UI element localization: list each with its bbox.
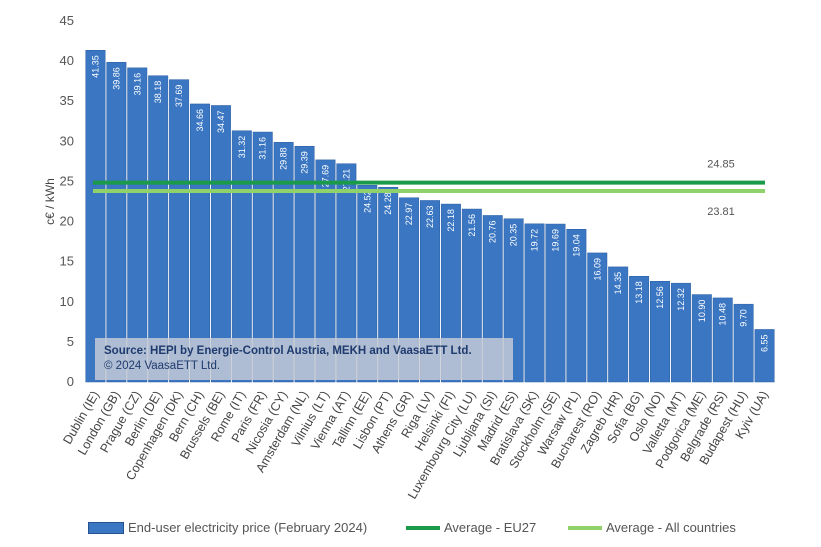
legend-item-price: End-user electricity price (February 202… xyxy=(88,520,367,535)
y-tick-label: 30 xyxy=(60,133,74,148)
bar xyxy=(378,186,399,383)
bar xyxy=(210,105,231,383)
legend-label-price: End-user electricity price (February 202… xyxy=(128,520,368,535)
x-axis: Dublin (IE)London (GB)Prague (CZ)Berlin … xyxy=(60,388,771,501)
bar xyxy=(106,61,127,383)
bar-value-label: 38.18 xyxy=(153,81,163,104)
bar-value-label: 27.69 xyxy=(320,165,330,188)
bar-value-label: 34.66 xyxy=(195,109,205,132)
bar xyxy=(85,50,106,383)
bar-value-label: 20.76 xyxy=(488,220,498,243)
bar-value-label: 24.28 xyxy=(383,192,393,215)
bar xyxy=(566,229,587,383)
bar xyxy=(712,297,733,383)
bar-value-label: 39.16 xyxy=(132,73,142,96)
y-axis-label: c€ / kWh xyxy=(43,178,57,225)
bar-value-label: 12.56 xyxy=(655,286,665,309)
y-tick-label: 10 xyxy=(60,294,74,309)
bar xyxy=(608,266,629,383)
legend-item-eu27: Average - EU27 xyxy=(406,520,536,535)
average-all-label: 23.81 xyxy=(707,206,735,218)
y-tick-label: 15 xyxy=(60,254,74,269)
bar xyxy=(252,131,273,383)
bar-value-label: 13.18 xyxy=(634,281,644,304)
bar xyxy=(294,145,315,383)
bar-value-label: 6.55 xyxy=(760,334,770,352)
bar-value-label: 19.72 xyxy=(530,229,540,252)
y-tick-label: 0 xyxy=(67,374,74,389)
y-tick-label: 5 xyxy=(67,334,74,349)
bar xyxy=(231,130,252,383)
bar-value-label: 10.90 xyxy=(697,300,707,323)
bar-value-label: 22.97 xyxy=(404,203,414,226)
bar-value-label: 22.18 xyxy=(446,209,456,232)
y-tick-label: 25 xyxy=(60,173,74,188)
bar xyxy=(273,142,294,383)
legend-item-all: Average - All countries xyxy=(568,520,736,535)
bar-value-label: 19.69 xyxy=(550,229,560,252)
bar-value-label: 12.32 xyxy=(676,288,686,311)
bars: 41.35 39.86 39.16 38.18 37.69 34.66 34.47 31.32… xyxy=(85,50,775,383)
bar xyxy=(545,223,566,383)
bar-value-label: 29.88 xyxy=(279,147,289,170)
bar-value-label: 22.63 xyxy=(425,205,435,228)
y-tick-label: 45 xyxy=(60,13,74,28)
bar xyxy=(169,79,190,383)
bar xyxy=(357,185,378,383)
bar-value-label: 20.35 xyxy=(509,224,519,247)
y-tick-label: 35 xyxy=(60,93,74,108)
bar xyxy=(754,329,775,383)
bar xyxy=(399,197,420,383)
bar-value-label: 9.70 xyxy=(739,309,749,327)
bar-value-label: 19.04 xyxy=(571,234,581,257)
legend-swatch-price xyxy=(88,521,124,534)
average-lines: 24.85 23.81 xyxy=(93,159,765,218)
bar xyxy=(190,103,210,383)
bar-value-label: 14.35 xyxy=(613,272,623,295)
bar xyxy=(733,303,754,383)
bar xyxy=(127,67,148,383)
legend-swatch-all xyxy=(568,525,602,530)
bar-value-label: 10.48 xyxy=(718,303,728,326)
bar-value-label: 16.09 xyxy=(592,258,602,281)
source-box: Source: HEPI by Energie-Control Austria,… xyxy=(95,338,513,380)
y-tick-label: 40 xyxy=(60,53,74,68)
bar-value-label: 29.39 xyxy=(300,151,310,174)
bar xyxy=(315,159,336,383)
bar xyxy=(148,75,169,383)
bar xyxy=(587,252,608,383)
bar xyxy=(691,294,712,383)
bar xyxy=(336,163,357,383)
bar-value-label: 27.21 xyxy=(341,169,351,192)
source-text: Source: HEPI by Energie-Control Austria,… xyxy=(104,345,472,357)
bar-value-label: 39.86 xyxy=(111,67,121,90)
average-eu27-label: 24.85 xyxy=(707,159,735,171)
bar-value-label: 31.16 xyxy=(258,137,268,160)
legend-label-all: Average - All countries xyxy=(606,520,736,535)
bar-value-label: 31.32 xyxy=(237,136,247,159)
bar-value-label: 34.47 xyxy=(216,110,226,133)
bar xyxy=(524,223,545,383)
bar xyxy=(420,200,440,383)
y-axis: 0 5 10 15 20 25 30 35 40 45 xyxy=(60,13,74,389)
legend: End-user electricity price (February 202… xyxy=(88,520,808,540)
legend-label-eu27: Average - EU27 xyxy=(444,520,537,535)
bar xyxy=(670,282,691,383)
bar xyxy=(629,276,650,383)
bar xyxy=(650,280,670,383)
y-tick-label: 20 xyxy=(60,214,74,229)
bar-value-label: 37.69 xyxy=(174,85,184,108)
bar-value-label: 41.35 xyxy=(90,55,100,78)
copyright-text: © 2024 VaasaETT Ltd. xyxy=(104,360,221,372)
bar xyxy=(440,203,461,383)
bar-value-label: 24.52 xyxy=(362,190,372,213)
bar-value-label: 21.56 xyxy=(467,214,477,237)
legend-swatch-eu27 xyxy=(406,525,440,530)
